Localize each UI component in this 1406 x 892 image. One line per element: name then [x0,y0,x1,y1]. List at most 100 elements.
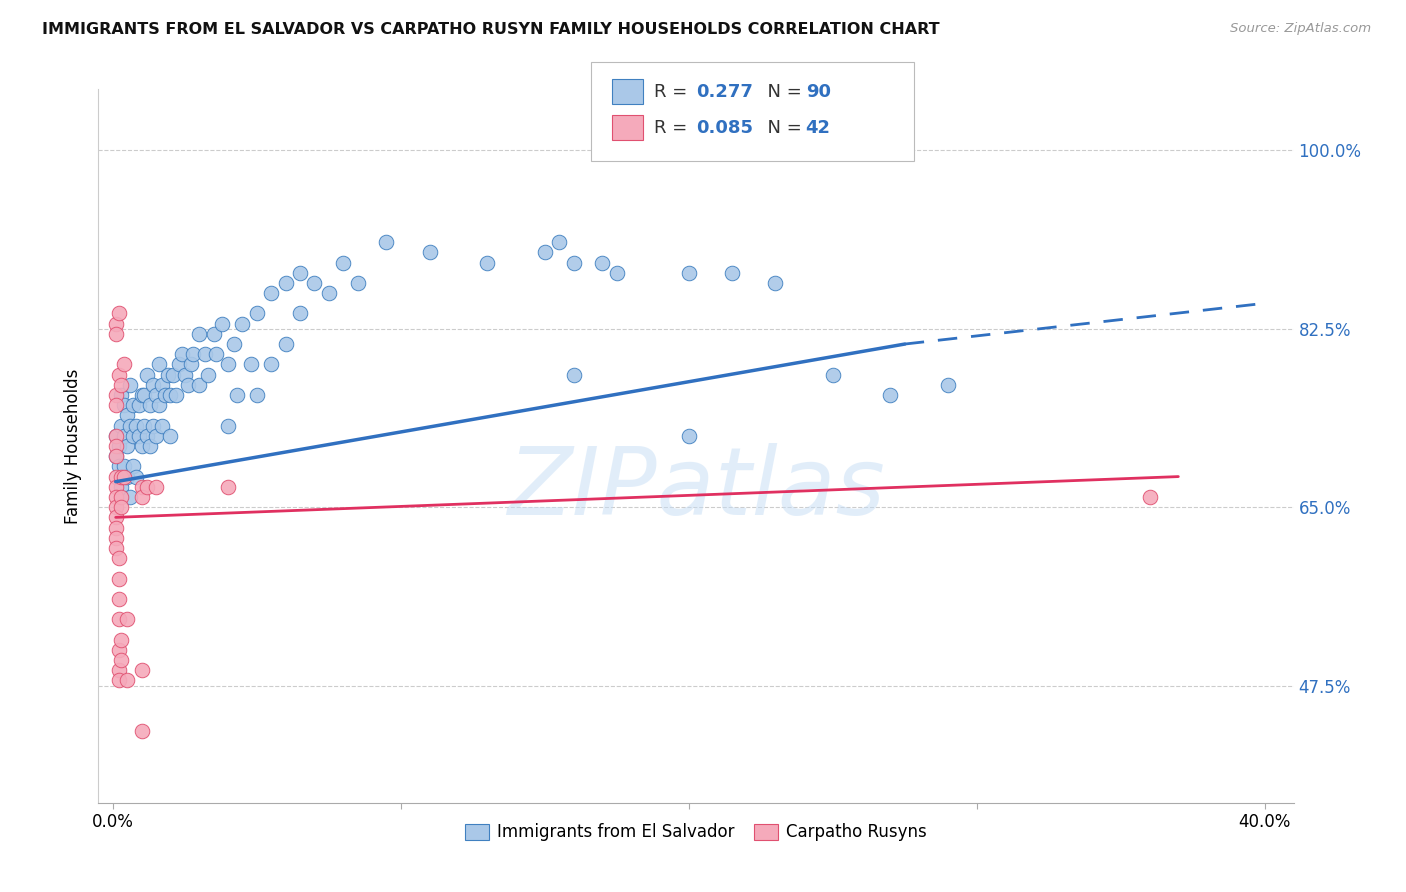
Text: 0.085: 0.085 [696,119,754,136]
Point [211,317,233,331]
Point [165,388,187,402]
Point [134,418,156,433]
Point [131,480,153,494]
Point [194,347,217,361]
Point [183,347,205,361]
Point [176,377,198,392]
Point [112,429,135,443]
Point [107,306,129,320]
Point [110,418,132,433]
Point [107,368,129,382]
Point [477,255,499,269]
Point [332,255,354,269]
Point [260,286,283,301]
Point [136,368,159,382]
Point [115,612,138,626]
Point [222,337,245,351]
Point [104,480,127,494]
Point [142,377,165,392]
Point [110,480,132,494]
Point [533,245,555,260]
Point [107,551,129,566]
Point [112,459,135,474]
Point [678,429,700,443]
Point [591,255,613,269]
Point [136,429,159,443]
Point [142,418,165,433]
Point [879,388,901,402]
Point [240,358,263,372]
Point [274,337,297,351]
Point [721,266,744,280]
Point [131,439,153,453]
Point [180,358,202,372]
Point [225,388,247,402]
Point [115,439,138,453]
Point [606,266,628,280]
Point [217,480,239,494]
Point [104,510,127,524]
Point [375,235,398,249]
Point [821,368,844,382]
Point [562,368,585,382]
Point [104,439,127,453]
Point [122,459,145,474]
Point [678,266,700,280]
Point [107,591,129,606]
Point [107,572,129,586]
Point [217,418,239,433]
Point [125,469,148,483]
Point [205,347,228,361]
Point [115,469,138,483]
Point [167,358,190,372]
Point [150,418,173,433]
Point [110,632,132,647]
Point [188,377,211,392]
Point [104,500,127,515]
Point [131,388,153,402]
Point [107,612,129,626]
Point [763,276,786,290]
Point [104,531,127,545]
Point [104,317,127,331]
Point [288,306,311,320]
Point [112,358,135,372]
Point [110,377,132,392]
Point [104,490,127,504]
Text: 0.277: 0.277 [696,83,752,101]
Point [104,326,127,341]
Point [134,388,156,402]
Text: 90: 90 [806,83,831,101]
Point [197,368,219,382]
Point [110,490,132,504]
Point [110,388,132,402]
Point [115,409,138,423]
Point [318,286,340,301]
Point [125,418,148,433]
Point [120,377,142,392]
Point [246,388,269,402]
Point [115,673,138,688]
Point [153,388,176,402]
Point [104,398,127,412]
Point [274,276,297,290]
Point [145,388,167,402]
Point [139,439,162,453]
Point [148,398,170,412]
Point [136,480,159,494]
Point [107,643,129,657]
Point [139,398,162,412]
Point [112,469,135,483]
Text: N =: N = [756,119,808,136]
Point [288,266,311,280]
Point [145,480,167,494]
Point [120,418,142,433]
Point [128,429,150,443]
Point [148,358,170,372]
Point [131,490,153,504]
Point [217,358,239,372]
Point [107,673,129,688]
Point [548,235,571,249]
Text: ZIPatlas: ZIPatlas [508,443,884,534]
Point [936,377,959,392]
